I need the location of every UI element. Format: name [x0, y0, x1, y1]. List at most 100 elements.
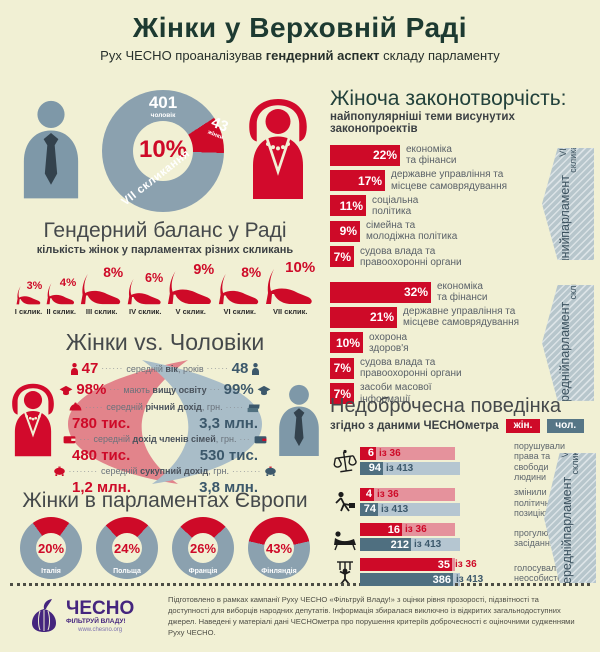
- page-subtitle: Рух ЧЕСНО проаналізував гендерний аспект…: [100, 48, 500, 63]
- vs-label: мають вищу освіту: [123, 384, 207, 395]
- vs-row-family-income-values: 480 тис. 530 тис.: [72, 446, 258, 464]
- bar: 21%: [330, 306, 397, 328]
- vs-row-income-values: 780 тис. 3,3 млн.: [72, 415, 258, 433]
- section-subtitle: згідно з даними ЧЕСНОметра жін. чол.: [330, 419, 596, 433]
- high-heel-icon: [16, 286, 40, 305]
- bar-label: економіка та фінанси: [437, 280, 488, 304]
- previous-parliament-tag: попередній парламент VI скликання: [542, 284, 594, 401]
- shoe-item: 9% V склик.: [167, 262, 214, 316]
- vs-row-age: 47 ······ середній вік, років ······ 48: [44, 360, 286, 378]
- footer: ЧЕСНО ФІЛЬТРУЙ ВЛАДУ! www.chesno.org Під…: [28, 594, 576, 638]
- bar: 7%: [330, 383, 354, 405]
- parliament-donut-chart: 401 чоловік 43 жінки 10% VII скликання: [102, 90, 231, 212]
- woman-figure-icon: [238, 98, 318, 205]
- dotted-separator: [10, 583, 590, 586]
- graduation-cap-icon: [257, 385, 271, 396]
- women-bar: 35: [360, 558, 452, 572]
- men-leaf-shape: [142, 360, 262, 485]
- bar: 32%: [330, 281, 431, 303]
- bar-row: 17% державне управління та місцеве самовря…: [330, 169, 538, 192]
- dishonest-row-absence: 16 із 36 212 із 413 прогулювали засідання: [330, 523, 568, 553]
- bar: 17%: [330, 170, 385, 192]
- men-bar: 74: [360, 502, 378, 516]
- bar: 7%: [330, 246, 354, 268]
- women-bar: 4: [360, 487, 374, 501]
- bar-row: 7% судова влада та правоохоронні органи: [330, 357, 538, 379]
- current-parliament-tag: чинний парламент VII скликання: [542, 148, 594, 260]
- high-heel-icon: [266, 269, 312, 305]
- men-bar: 386: [360, 573, 453, 587]
- section-subtitle: найпопулярніші теми висунутих законопрое…: [330, 111, 515, 135]
- comparison-rows: 47 ······ середній вік, років ······ 48 …: [44, 360, 286, 498]
- website-url: www.chesno.org: [78, 627, 123, 634]
- bar-label: сімейна та молодіжна політика: [366, 220, 458, 243]
- row-label: порушували права та свободи людини: [514, 441, 565, 483]
- men-track: 94 із 413: [360, 461, 510, 475]
- women-vs-men-section: Жінки vs. Чоловіки 47 ······ середній ві…: [8, 330, 322, 495]
- europe-donut: 20% Італія: [20, 517, 82, 580]
- bar-row: 7% судова влада та правоохоронні органи: [330, 246, 538, 268]
- lawmaking-group-previous: 32% економіка та фінанси 21% державне управ…: [330, 281, 594, 405]
- money-icon: [247, 403, 261, 413]
- high-heel-icon: [168, 271, 212, 305]
- page-title: Жінки у Верховній Раді: [132, 12, 468, 43]
- vs-label: середній вік, років: [126, 363, 204, 374]
- bar: 11%: [330, 195, 366, 217]
- bar-label: засоби масової інформації: [360, 382, 432, 405]
- runner-icon: [330, 490, 360, 516]
- high-heel-icon: [219, 274, 259, 305]
- women-bar: 6: [360, 446, 376, 460]
- comparison-canvas: 47 ······ середній вік, років ······ 48 …: [8, 356, 322, 495]
- women-percent: 10%: [138, 136, 188, 163]
- high-heel-icon: [127, 279, 161, 305]
- row-bars: 4 із 36 74 із 413: [360, 487, 510, 518]
- previous-parliament-tag: попередній парламент VI скликання: [544, 453, 596, 583]
- high-heel-icon: [81, 274, 121, 305]
- lounger-icon: [330, 525, 360, 551]
- europe-donut: 24% Польща: [96, 517, 158, 580]
- row-bars: 6 із 36 94 із 413: [360, 446, 510, 477]
- woman-mini-icon: [70, 363, 79, 376]
- vs-row-total-income-values: 1,2 млн. 3,8 млн.: [72, 478, 258, 496]
- logo-text: ЧЕСНО ФІЛЬТРУЙ ВЛАДУ! www.chesno.org: [66, 597, 135, 634]
- bar-row: 11% соціальна політика: [330, 195, 538, 217]
- bar-row: 9% сімейна та молодіжна політика: [330, 220, 538, 242]
- dishonest-row-position: 4 із 36 74 із 413 змінили політичну позиці…: [330, 487, 554, 518]
- vs-row-education: 98% ··· мають вищу освіту ··· 99%: [44, 381, 286, 399]
- europe-donut-charts: 20% Італія 24% Польща 26% Франція 43% Фінлян…: [8, 517, 322, 580]
- bar: 10%: [330, 332, 363, 354]
- bar: 22%: [330, 144, 400, 166]
- women-track: 16 із 36: [360, 523, 510, 537]
- shoe-item: 3% I склик.: [14, 280, 43, 317]
- vs-label: середній сукупний дохід, грн.: [100, 465, 229, 476]
- men-track: 74 із 413: [360, 502, 510, 516]
- purse-icon: [69, 402, 82, 413]
- men-track: 386 із 413: [360, 573, 510, 587]
- women-bar: 16: [360, 523, 402, 537]
- bar: 7%: [330, 357, 354, 379]
- shoe-item: 8% VI склик.: [218, 266, 261, 316]
- wallet-icon: [63, 435, 76, 444]
- vs-row-income-label: ····· середній річний дохід, грн. ·····: [44, 402, 286, 413]
- men-track: 212 із 413: [360, 538, 510, 552]
- wallet-icon: [254, 435, 267, 444]
- bar-row: 21% державне управління та місцеве самовря…: [330, 306, 538, 328]
- women-track: 4 із 36: [360, 487, 510, 501]
- bar-label: охорона здоров'я: [369, 331, 409, 354]
- bar-label: державне управління та місцеве самоврядув…: [403, 306, 520, 329]
- section-title: Недоброчесна поведінка: [330, 395, 561, 417]
- section-title: Жіноча законотворчість:: [330, 87, 567, 110]
- section-title: Жінки в парламентах Європи: [22, 489, 308, 512]
- row-bars: 35 із 36 386 із 413: [360, 558, 510, 588]
- section-title: Гендерний баланс у Раді: [43, 219, 287, 242]
- vs-label: середній річний дохід, грн.: [106, 402, 223, 413]
- shoes-pictogram-chart: 3% I склик. 4% II склик. 8% III склик. 6% IV…: [8, 260, 322, 316]
- man-figure-icon: [272, 382, 326, 463]
- bar-label: соціальна політика: [372, 194, 419, 217]
- bar-label: державне управління та місцеве самоврядув…: [391, 169, 508, 192]
- bar: 9%: [330, 220, 360, 242]
- piggy-bank-icon: [264, 466, 277, 477]
- shoe-item: 6% IV склик.: [127, 271, 164, 317]
- women-track: 35 із 36: [360, 558, 510, 572]
- dishonest-row-proxy-voting: 35 із 36 386 із 413 голосували неособисто: [330, 558, 562, 588]
